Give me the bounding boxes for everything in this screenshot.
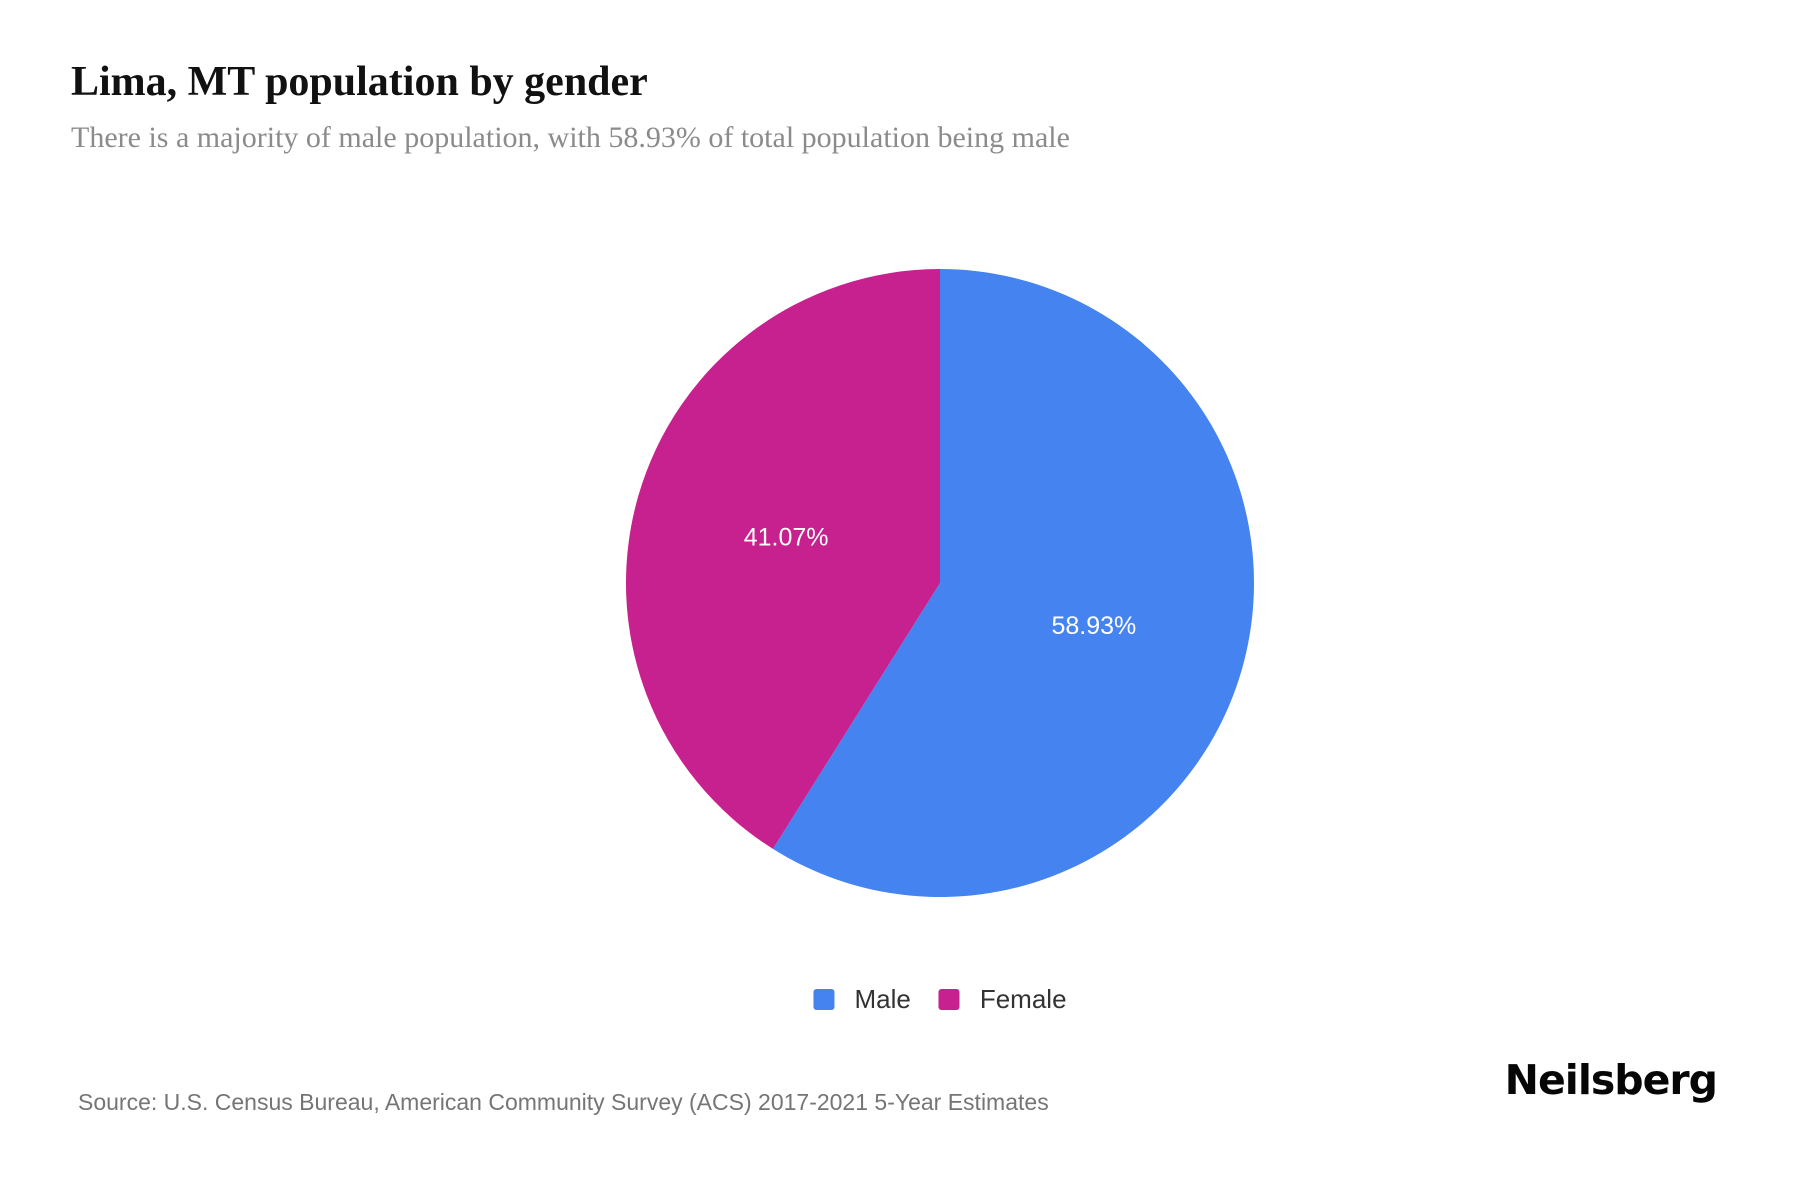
chart-legend: Male Female bbox=[813, 984, 1067, 1015]
pie-label-male: 58.93% bbox=[1052, 612, 1137, 640]
source-attribution: Source: U.S. Census Bureau, American Com… bbox=[78, 1089, 1049, 1115]
page-subtitle: There is a majority of male population, … bbox=[71, 121, 1070, 154]
pie-label-female: 41.07% bbox=[744, 523, 829, 551]
page-title: Lima, MT population by gender bbox=[71, 59, 648, 105]
legend-label-male: Male bbox=[854, 984, 911, 1014]
male-legend-swatch-icon bbox=[813, 989, 835, 1010]
neilsberg-logo: Neilsberg bbox=[1504, 1056, 1718, 1104]
pie-chart: 58.93% 41.07% bbox=[625, 269, 1254, 897]
legend-item-male[interactable]: Male bbox=[813, 984, 911, 1015]
legend-item-female[interactable]: Female bbox=[938, 984, 1067, 1015]
female-legend-swatch-icon bbox=[938, 989, 960, 1010]
pie-slice-male[interactable] bbox=[772, 269, 1254, 897]
legend-label-female: Female bbox=[979, 984, 1067, 1014]
pie-slice-female[interactable] bbox=[625, 269, 940, 849]
